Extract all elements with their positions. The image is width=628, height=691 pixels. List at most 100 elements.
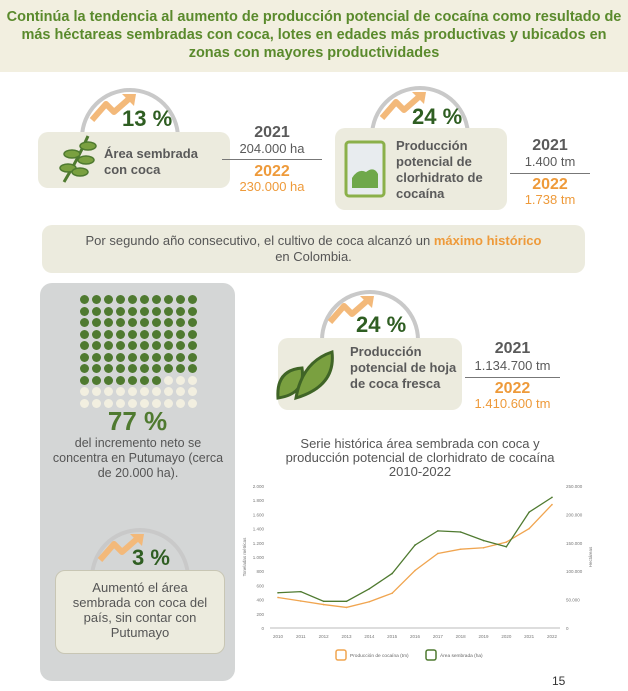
data-point	[368, 588, 371, 590]
dot	[188, 341, 197, 350]
dot	[92, 341, 101, 350]
dot	[92, 364, 101, 373]
dot	[152, 375, 161, 385]
leaf-year-2022: 2022	[494, 380, 531, 397]
outside-text: Aumentó el área sembrada con coca del pa…	[72, 580, 208, 640]
x-tick-label: 2022	[547, 634, 558, 639]
dot	[104, 318, 113, 327]
legend-label: Producción de cocaína (tm)	[350, 653, 409, 659]
notice-highlight: máximo histórico	[433, 233, 542, 248]
dot	[92, 295, 101, 304]
dot	[80, 387, 89, 396]
divider	[465, 377, 560, 378]
dot	[128, 375, 137, 385]
dot	[80, 306, 89, 316]
legend-swatch	[425, 649, 437, 661]
trend-up-icon	[327, 296, 374, 324]
dot	[152, 398, 161, 408]
dot	[188, 387, 197, 396]
chlor-year-2022: 2022	[532, 176, 568, 193]
notice-tail: en Colombia.	[275, 249, 352, 264]
x-tick-label: 2017	[433, 634, 444, 639]
y-tick-label: 400	[256, 598, 264, 603]
dot	[140, 375, 149, 385]
dot	[92, 387, 101, 396]
dot	[176, 329, 185, 339]
x-tick-label: 2014	[364, 634, 375, 639]
dot	[104, 295, 113, 304]
y-tick-label: 600	[256, 583, 264, 588]
dot	[140, 364, 149, 373]
area-year-2022: 2022	[254, 163, 290, 180]
y-tick-label: 1.200	[253, 541, 265, 546]
data-point	[322, 603, 325, 606]
y-tick-label: 1.000	[253, 555, 265, 560]
page-number: 15	[552, 674, 566, 688]
dot	[92, 318, 101, 327]
dot	[116, 352, 125, 362]
dot	[92, 398, 101, 408]
dot	[176, 387, 185, 396]
data-point	[414, 544, 416, 546]
area-value-2022: 230.000 ha	[239, 179, 305, 194]
dot	[128, 306, 137, 316]
dot	[128, 295, 137, 304]
area-card	[38, 132, 230, 188]
data-point	[300, 600, 302, 602]
dot	[80, 375, 89, 385]
y2-tick-label: 100.000	[566, 569, 583, 574]
y-tick-label: 0	[261, 626, 264, 631]
data-point	[528, 511, 530, 513]
outside-pct: 3 %	[132, 545, 170, 570]
data-point	[459, 548, 462, 550]
dot	[176, 398, 185, 408]
dot	[176, 352, 185, 362]
dot	[164, 295, 173, 304]
legend-swatch	[335, 649, 347, 661]
dot	[152, 352, 161, 362]
y-tick-label: 2.000	[253, 484, 265, 489]
area-value-2021: 204.000 ha	[239, 141, 305, 156]
dot	[140, 306, 149, 316]
dot	[176, 341, 185, 350]
dot	[164, 352, 173, 362]
dot	[176, 318, 185, 327]
data-point	[551, 496, 553, 499]
chlor-year-2021: 2021	[532, 137, 568, 154]
page-title: Continúa la tendencia al aumento de prod…	[0, 0, 628, 72]
data-point	[277, 596, 279, 599]
data-point	[414, 569, 416, 572]
dot	[140, 341, 149, 350]
x-tick-label: 2018	[456, 634, 467, 639]
coca-plant-icon	[59, 135, 97, 183]
dot	[104, 306, 113, 316]
dot	[140, 387, 149, 396]
dot	[128, 329, 137, 339]
data-point	[482, 539, 485, 542]
y2-axis-label: Hectáreas	[588, 546, 593, 567]
dot	[176, 295, 185, 304]
y-tick-label: 1.600	[253, 512, 265, 517]
chart-title: Serie histórica área sembrada con coca y…	[285, 436, 555, 479]
divider	[510, 173, 590, 174]
data-point	[345, 606, 348, 609]
data-point	[505, 545, 508, 548]
data-point	[528, 527, 530, 530]
dot	[140, 318, 149, 327]
dot	[164, 341, 173, 350]
divider	[222, 159, 322, 160]
dot	[188, 352, 197, 362]
dot	[116, 375, 125, 385]
y-tick-label: 1.800	[253, 498, 265, 503]
data-point	[551, 503, 553, 506]
x-tick-label: 2010	[273, 634, 284, 639]
dot	[116, 387, 125, 396]
dot	[128, 341, 137, 350]
series-line-1	[277, 496, 553, 602]
dot	[104, 375, 113, 385]
dot	[188, 306, 197, 316]
dot	[176, 375, 185, 385]
y2-tick-label: 50.000	[566, 598, 580, 603]
dot	[188, 329, 197, 339]
dot	[188, 398, 197, 408]
